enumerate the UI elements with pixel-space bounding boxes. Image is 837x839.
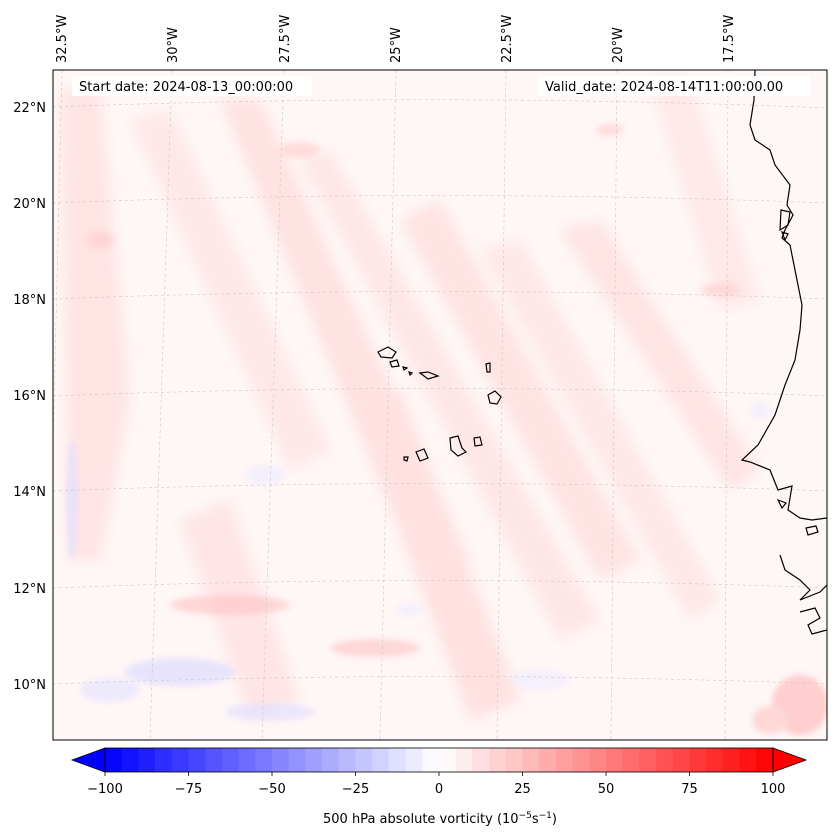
colorbar-tick-label: −25: [342, 782, 369, 797]
colorbar-cell: [706, 748, 724, 772]
coastal-islets: [776, 209, 819, 536]
colorbar-cell: [338, 748, 357, 772]
colorbar-title: 500 hPa absolute vorticity (10−5s−1): [323, 811, 557, 827]
colorbar-cell: [589, 748, 607, 772]
colorbar-cell: [288, 748, 306, 772]
colorbar-cells: [105, 748, 774, 772]
colorbar-tick-label: 25: [514, 782, 531, 797]
colorbar-cell: [739, 748, 757, 772]
lon-label: 20°W: [611, 27, 626, 63]
colorbar-cell: [672, 748, 691, 772]
colorbar-cell: [606, 748, 624, 772]
start-date-label: Start date: 2024-08-13_00:00:00: [79, 80, 293, 95]
colorbar-unit-exp2: −1: [539, 811, 552, 821]
valid-date-box: [538, 76, 810, 96]
colorbar-cell: [105, 748, 123, 772]
positive-vorticity-patches: [86, 124, 827, 735]
gridlines: [53, 70, 827, 740]
colorbar-extend-min: [70, 747, 106, 773]
colorbar-cell: [405, 748, 423, 772]
lon-label: 30°W: [166, 27, 181, 63]
colorbar-cell: [121, 748, 139, 772]
lon-label: 25°W: [389, 27, 404, 63]
lon-label: 32.5°W: [55, 15, 70, 63]
colorbar-unit-exp1: −5: [519, 811, 532, 821]
lat-label: 10°N: [13, 678, 46, 693]
map-area: Start date: 2024-08-13_00:00:00 Valid_da…: [52, 69, 828, 741]
colorbar-unit-end: ): [552, 812, 557, 827]
colorbar-cell: [355, 748, 373, 772]
colorbar-cell: [188, 748, 206, 772]
cape-verde-islands: [377, 346, 502, 462]
colorbar-cell: [138, 748, 156, 772]
colorbar-tick-label: 50: [598, 782, 615, 797]
colorbar-cell: [756, 748, 774, 772]
lat-label: 20°N: [13, 197, 46, 212]
longitude-labels: 32.5°W 30°W 27.5°W 25°W 22.5°W 20°W 17.5…: [55, 15, 737, 63]
map-frame: [52, 69, 828, 741]
colorbar-cell: [722, 748, 741, 772]
colorbar-tick-label: −75: [175, 782, 202, 797]
colorbar-cell: [639, 748, 657, 772]
colorbar-cell: [622, 748, 640, 772]
valid-date-label: Valid_date: 2024-08-14T11:00:00.00: [545, 80, 783, 95]
lon-label: 27.5°W: [278, 15, 293, 63]
colorbar-label: 500 hPa absolute vorticity: [323, 812, 493, 827]
colorbar-extend-max: [772, 747, 808, 773]
colorbar-cell: [155, 748, 173, 772]
africa-coastline: [740, 70, 827, 635]
colorbar-unit-base: (10: [497, 812, 519, 827]
colorbar-cell: [372, 748, 390, 772]
lat-label: 22°N: [13, 101, 46, 116]
colorbar-cell: [305, 748, 323, 772]
colorbar-tick-label: 100: [761, 782, 786, 797]
colorbar-cell: [472, 748, 490, 772]
colorbar-tick-label: −50: [258, 782, 285, 797]
lon-label: 17.5°W: [722, 15, 737, 63]
colorbar-cell: [205, 748, 223, 772]
colorbar-cell: [272, 748, 290, 772]
colorbar-cell: [555, 748, 574, 772]
colorbar-tick-label: −100: [87, 782, 123, 797]
colorbar-cell: [455, 748, 473, 772]
lat-label: 14°N: [13, 485, 46, 500]
colorbar-cell: [522, 748, 540, 772]
lat-label: 16°N: [13, 389, 46, 404]
latitude-labels: 22°N 20°N 18°N 16°N 14°N 12°N 10°N: [13, 101, 46, 693]
colorbar-cell: [505, 748, 524, 772]
colorbar-cell: [255, 748, 273, 772]
start-date-box: [72, 76, 312, 96]
colorbar-cell: [689, 748, 707, 772]
colorbar-cell: [238, 748, 256, 772]
colorbar-cell: [489, 748, 507, 772]
colorbar-tick-label: 75: [681, 782, 698, 797]
colorbar-unit-mid: s: [532, 812, 539, 827]
lat-label: 12°N: [13, 582, 46, 597]
colorbar-cell: [572, 748, 590, 772]
lon-label: 22.5°W: [500, 15, 515, 63]
colorbar-cell: [221, 748, 240, 772]
colorbar-cell: [656, 748, 674, 772]
colorbar-tick-label: 0: [435, 782, 443, 797]
colorbar-cell: [388, 748, 407, 772]
colorbar-cell: [322, 748, 340, 772]
colorbar-cell: [539, 748, 557, 772]
colorbar-cell: [171, 748, 190, 772]
colorbar-cell: [422, 748, 440, 772]
colorbar-cell: [439, 748, 457, 772]
lat-label: 18°N: [13, 293, 46, 308]
colorbar-ticks: −100 −75 −50 −25 0 25 50 75 100: [87, 772, 785, 797]
colorbar: −100 −75 −50 −25 0 25 50 75 100 500 hPa absolute…: [70, 747, 808, 827]
vorticity-field: [53, 70, 827, 740]
